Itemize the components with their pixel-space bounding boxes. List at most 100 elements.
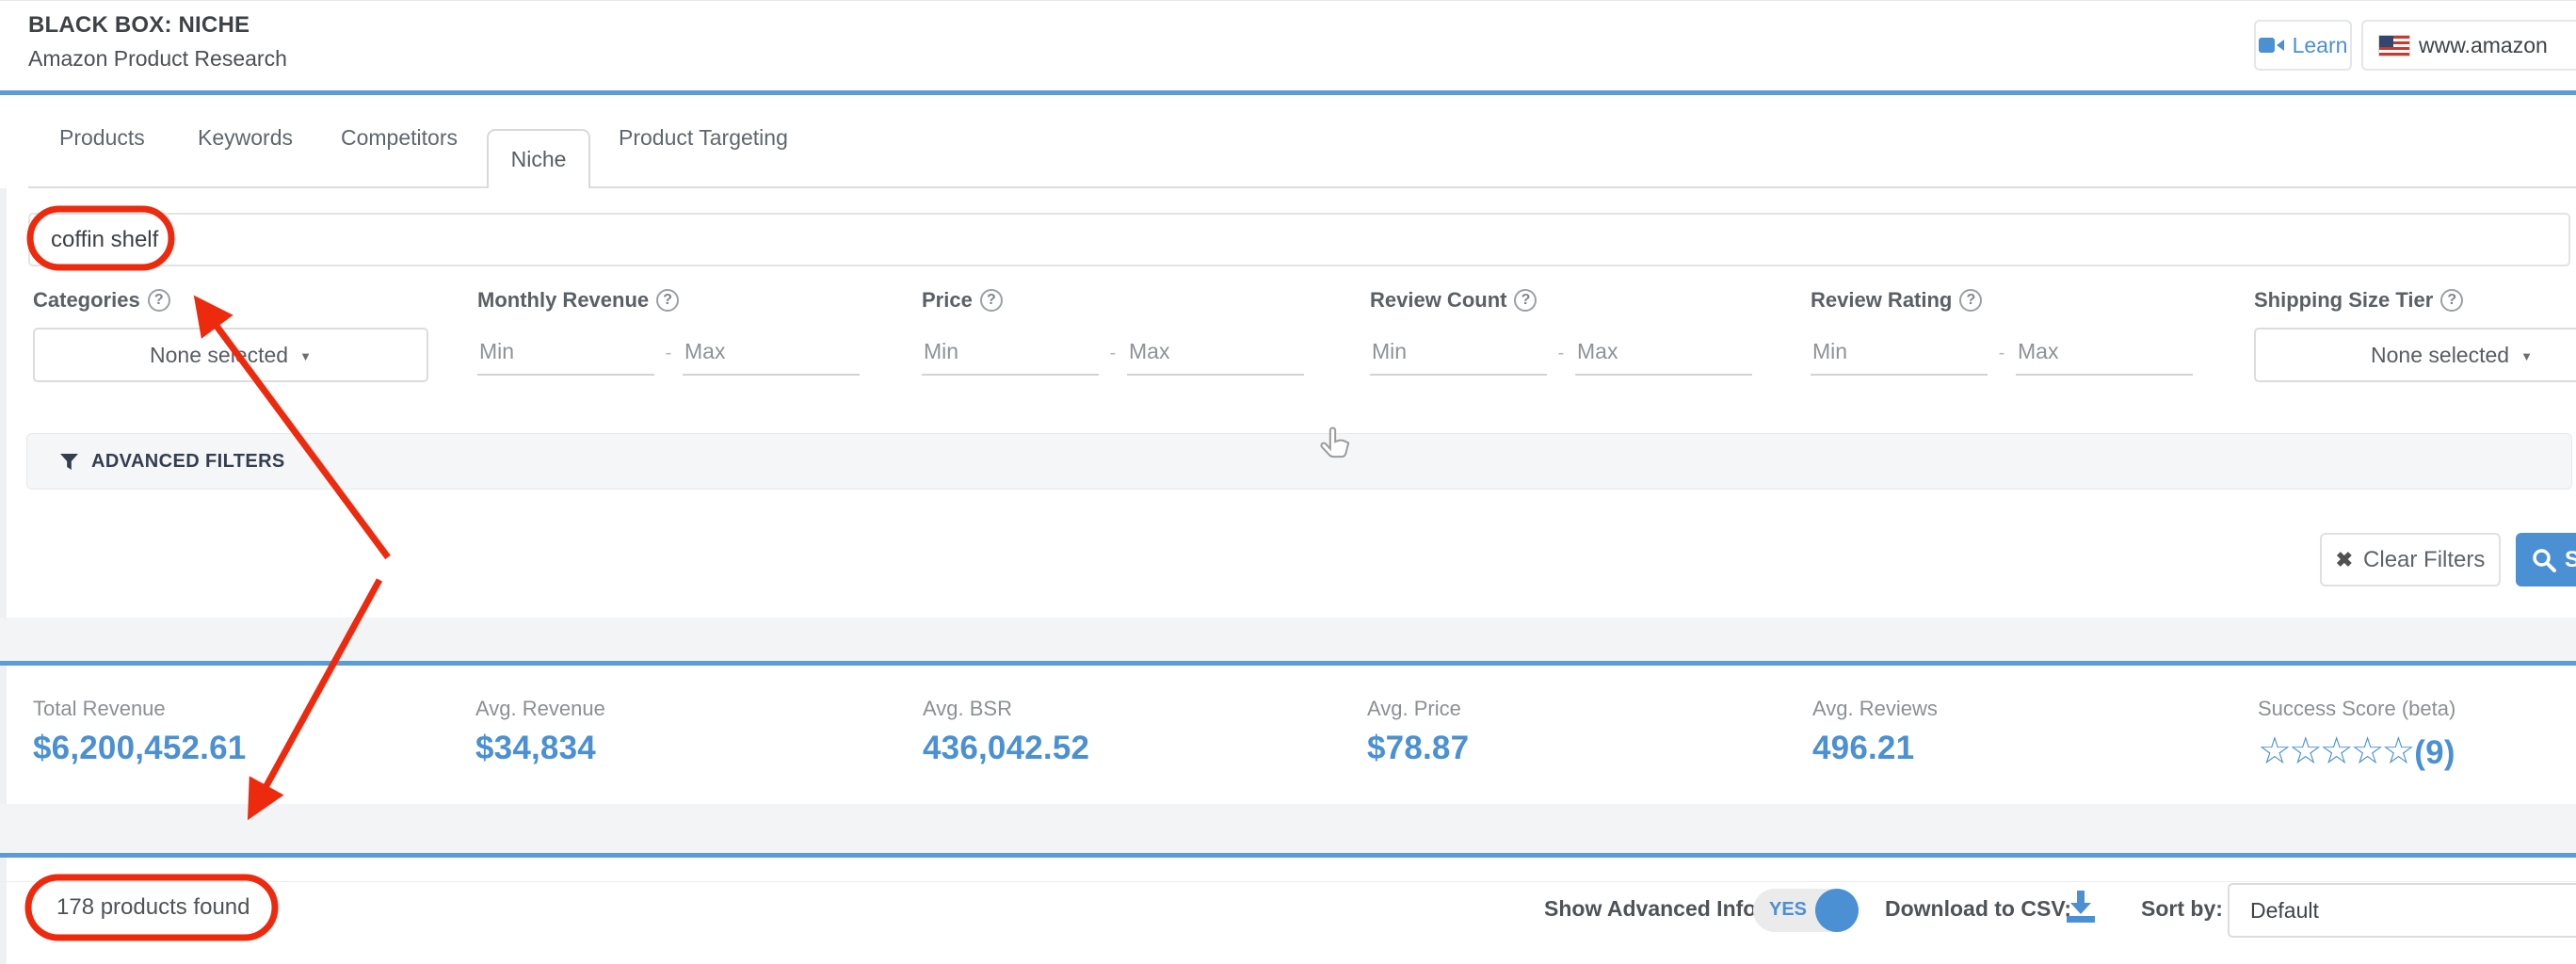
stats-band-top — [0, 618, 2576, 661]
bottom-bar-rule — [0, 881, 2576, 882]
filter-monthly-revenue: Monthly Revenue ? - — [477, 288, 860, 376]
chevron-down-icon: ▼ — [299, 348, 312, 363]
filter-monthly-revenue-label: Monthly Revenue — [477, 288, 650, 312]
filter-price-label: Price — [922, 288, 973, 312]
stat-label: Avg. Price — [1367, 697, 1461, 720]
stat-avg-price: Avg. Price $78.87 — [1367, 697, 1469, 767]
divider-line — [0, 853, 2576, 858]
stat-avg-reviews: Avg. Reviews 496.21 — [1812, 697, 1938, 767]
filter-review-rating-label: Review Rating — [1811, 288, 1953, 312]
advanced-filters-label: ADVANCED FILTERS — [91, 450, 285, 472]
advanced-filters-toggle[interactable]: ADVANCED FILTERS — [26, 433, 2572, 490]
filter-funnel-icon — [59, 452, 79, 472]
video-camera-icon — [2258, 36, 2284, 55]
stat-value: $78.87 — [1367, 730, 1470, 766]
clear-filters-label: Clear Filters — [2363, 546, 2486, 572]
categories-select[interactable]: None selected ▼ — [33, 328, 428, 382]
mouse-cursor-icon — [1318, 424, 1356, 470]
sort-select-value: Default — [2250, 897, 2319, 923]
help-icon[interactable]: ? — [979, 289, 1003, 312]
stat-success-score: Success Score (beta) ☆☆☆☆☆(9) — [2258, 697, 2455, 773]
help-icon[interactable]: ? — [1959, 289, 1983, 312]
tab-product-targeting[interactable]: Product Targeting — [619, 125, 788, 150]
sort-select[interactable]: Default — [2228, 883, 2576, 938]
niche-search-input[interactable] — [28, 213, 2570, 266]
learn-label: Learn — [2292, 32, 2348, 57]
show-advanced-toggle[interactable]: YES — [1753, 889, 1859, 932]
filter-shipping-size-tier: Shipping Size Tier ? None selected ▼ — [2254, 288, 2576, 382]
stat-value: 496.21 — [1812, 730, 1915, 766]
shipping-size-tier-select-value: None selected — [2371, 342, 2510, 367]
help-icon[interactable]: ? — [147, 289, 170, 312]
stat-total-revenue: Total Revenue $6,200,452.61 — [33, 697, 246, 767]
monthly-revenue-max-input[interactable] — [683, 331, 860, 376]
stat-label: Avg. Revenue — [475, 697, 605, 720]
chevron-down-icon: ▼ — [2520, 348, 2533, 363]
annotation-arrow-down — [247, 578, 383, 821]
stat-label: Avg. BSR — [923, 697, 1012, 720]
stat-label: Avg. Reviews — [1812, 697, 1938, 720]
download-csv-label: Download to CSV: — [1885, 896, 2072, 921]
tab-products[interactable]: Products — [59, 125, 145, 150]
stat-value: 436,042.52 — [923, 730, 1090, 766]
download-csv-icon[interactable] — [2062, 887, 2100, 929]
review-rating-max-input[interactable] — [2016, 331, 2193, 376]
window-edge — [0, 0, 7, 964]
show-advanced-info-label: Show Advanced Info: — [1544, 896, 1763, 921]
stat-avg-revenue: Avg. Revenue $34,834 — [475, 697, 605, 767]
tab-competitors[interactable]: Competitors — [341, 125, 458, 150]
range-dash: - — [1557, 343, 1565, 363]
filter-shipping-size-tier-label: Shipping Size Tier — [2254, 288, 2434, 312]
toggle-yes-label: YES — [1769, 899, 1808, 920]
monthly-revenue-min-input[interactable] — [477, 331, 654, 376]
price-min-input[interactable] — [922, 331, 1099, 376]
star-rating-icons: ☆☆☆☆☆ — [2258, 731, 2415, 772]
learn-button[interactable]: Learn — [2254, 20, 2352, 71]
stat-value: (9) — [2414, 734, 2455, 771]
help-icon[interactable]: ? — [2440, 289, 2464, 312]
review-count-min-input[interactable] — [1370, 331, 1547, 376]
categories-select-value: None selected — [150, 342, 289, 367]
magnifier-icon — [2531, 547, 2557, 573]
tab-bar-rule — [28, 186, 2576, 188]
filter-categories-label: Categories — [33, 288, 140, 312]
help-icon[interactable]: ? — [656, 289, 680, 312]
stat-value: $34,834 — [475, 730, 596, 766]
products-found-count: 178 products found — [56, 894, 250, 920]
marketplace-selector[interactable]: www.amazon — [2361, 20, 2576, 71]
stat-value: $6,200,452.61 — [33, 730, 247, 766]
sort-by-label: Sort by: — [2141, 896, 2223, 921]
search-button[interactable]: Search — [2516, 533, 2576, 586]
price-max-input[interactable] — [1127, 331, 1304, 376]
stat-label: Success Score (beta) — [2258, 697, 2456, 720]
filter-review-count: Review Count ? - — [1370, 288, 1752, 376]
search-button-label: Search — [2565, 546, 2576, 572]
toggle-knob — [1815, 889, 1859, 932]
tab-bar: Products Keywords Competitors Niche Prod… — [0, 95, 2576, 188]
stat-avg-bsr: Avg. BSR 436,042.52 — [923, 697, 1089, 767]
divider-line — [0, 661, 2576, 666]
header: BLACK BOX: NICHE Amazon Product Research… — [0, 0, 2576, 95]
filter-review-rating: Review Rating ? - — [1811, 288, 2193, 376]
range-dash: - — [1998, 343, 2005, 363]
shipping-size-tier-select[interactable]: None selected ▼ — [2254, 328, 2576, 382]
filter-review-count-label: Review Count — [1370, 288, 1507, 312]
clear-x-icon: ✖ — [2335, 547, 2354, 571]
review-count-max-input[interactable] — [1575, 331, 1752, 376]
clear-filters-button[interactable]: ✖ Clear Filters — [2320, 533, 2501, 586]
page-title: BLACK BOX: NICHE — [28, 12, 250, 38]
tab-keywords[interactable]: Keywords — [198, 125, 293, 150]
stats-band-bottom — [0, 804, 2576, 853]
us-flag-icon — [2378, 34, 2410, 56]
tab-niche[interactable]: Niche — [487, 129, 590, 188]
review-rating-min-input[interactable] — [1811, 331, 1988, 376]
filter-categories: Categories ? None selected ▼ — [33, 288, 428, 382]
help-icon[interactable]: ? — [1514, 289, 1538, 312]
marketplace-label: www.amazon — [2419, 32, 2548, 57]
page-subtitle: Amazon Product Research — [28, 46, 287, 71]
filter-price: Price ? - — [922, 288, 1304, 376]
range-dash: - — [1109, 343, 1117, 363]
stat-label: Total Revenue — [33, 697, 166, 720]
range-dash: - — [665, 343, 672, 363]
